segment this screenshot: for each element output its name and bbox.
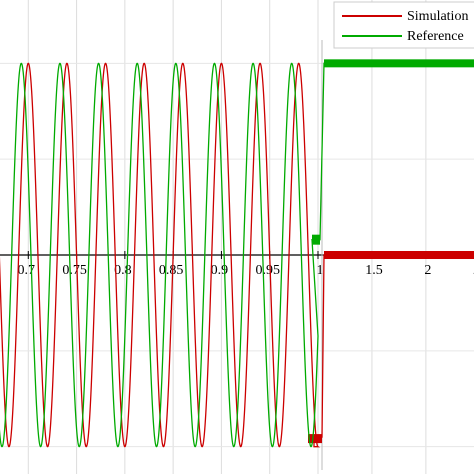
x-tick-label: 2 — [424, 263, 431, 278]
transient-marker-simulation — [308, 434, 322, 444]
legend: Simulation Reference — [333, 1, 474, 49]
x-tick-label: 0.95 — [255, 263, 280, 278]
x-tick-label: 1.5 — [365, 263, 383, 278]
legend-box — [333, 1, 474, 49]
legend-label-simulation: Simulation — [407, 9, 468, 24]
x-tick-label: 0.8 — [114, 263, 132, 278]
transient-marker-reference — [312, 234, 320, 245]
x-tick-label: 0.7 — [18, 263, 36, 278]
x-tick-label: 1 — [317, 263, 324, 278]
series-line-reference — [0, 62, 474, 448]
x-tick-label: 0.75 — [62, 263, 87, 278]
series-band-reference — [324, 59, 474, 68]
x-tick-label: 0.85 — [159, 263, 184, 278]
plot-series — [0, 59, 474, 448]
x-tick-label: 0.9 — [211, 263, 229, 278]
legend-label-reference: Reference — [407, 29, 464, 44]
series-band-simulation — [324, 251, 474, 259]
series-line-simulation — [0, 62, 474, 448]
